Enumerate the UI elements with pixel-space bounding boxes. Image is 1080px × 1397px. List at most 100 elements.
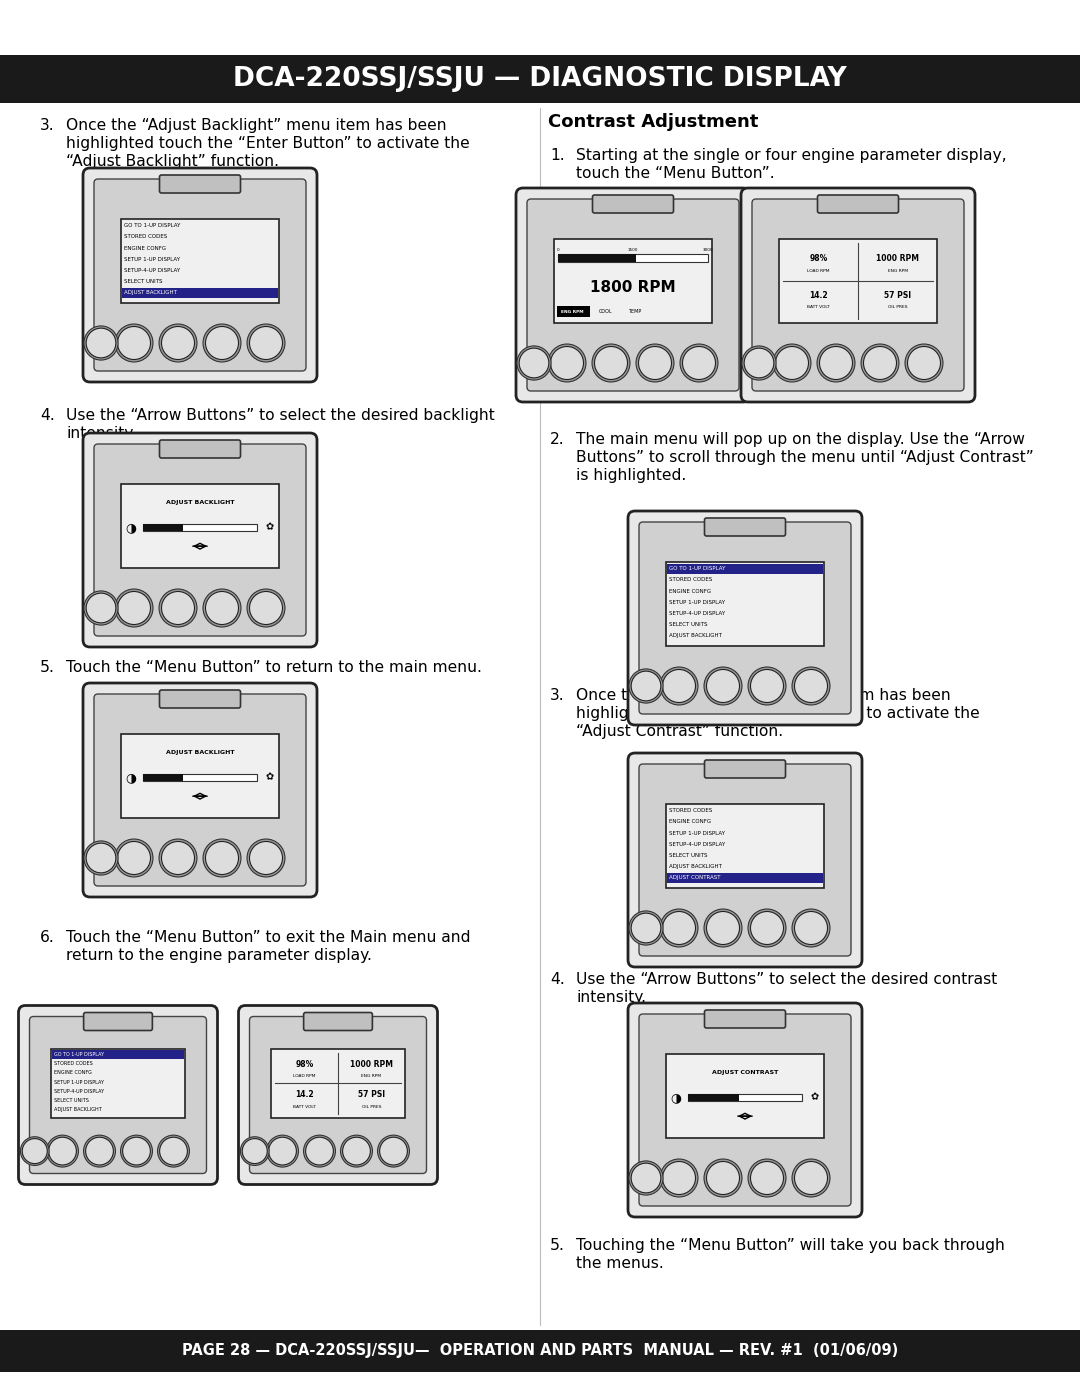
Text: 4.: 4. bbox=[550, 972, 565, 988]
Text: ADJUST BACKLIGHT: ADJUST BACKLIGHT bbox=[124, 291, 177, 295]
Circle shape bbox=[21, 1137, 49, 1165]
Circle shape bbox=[203, 590, 241, 627]
FancyBboxPatch shape bbox=[704, 1010, 785, 1028]
FancyBboxPatch shape bbox=[160, 175, 241, 193]
Circle shape bbox=[121, 1136, 152, 1166]
Circle shape bbox=[118, 841, 150, 875]
Circle shape bbox=[704, 666, 742, 705]
Text: Starting at the single or four engine parameter display,: Starting at the single or four engine pa… bbox=[576, 148, 1007, 163]
Text: STORED CODES: STORED CODES bbox=[669, 809, 712, 813]
Circle shape bbox=[84, 326, 118, 360]
Circle shape bbox=[249, 841, 283, 875]
Circle shape bbox=[205, 591, 239, 624]
Text: 6.: 6. bbox=[40, 930, 55, 944]
Bar bbox=[53, 1051, 184, 1059]
Text: ENG RPM: ENG RPM bbox=[361, 1074, 381, 1078]
Text: STORED CODES: STORED CODES bbox=[54, 1062, 93, 1066]
Circle shape bbox=[631, 914, 661, 943]
Bar bbox=[52, 1049, 185, 1118]
Text: COOL: COOL bbox=[598, 309, 612, 314]
FancyBboxPatch shape bbox=[818, 196, 899, 212]
Text: STORED CODES: STORED CODES bbox=[669, 577, 712, 583]
Circle shape bbox=[795, 911, 827, 944]
Circle shape bbox=[162, 841, 194, 875]
Circle shape bbox=[704, 909, 742, 947]
Circle shape bbox=[519, 348, 549, 377]
Circle shape bbox=[792, 1160, 829, 1197]
Circle shape bbox=[116, 590, 153, 627]
Circle shape bbox=[551, 346, 583, 380]
Text: 5.: 5. bbox=[40, 659, 55, 675]
Circle shape bbox=[660, 1160, 698, 1197]
Bar bbox=[143, 774, 257, 781]
FancyBboxPatch shape bbox=[94, 179, 306, 372]
Circle shape bbox=[123, 1137, 150, 1165]
Circle shape bbox=[49, 1137, 77, 1165]
Circle shape bbox=[629, 1161, 663, 1194]
Circle shape bbox=[159, 590, 197, 627]
Text: ENGINE CONFG: ENGINE CONFG bbox=[54, 1070, 92, 1076]
Text: ADJUST CONTRAST: ADJUST CONTRAST bbox=[712, 1070, 778, 1074]
Text: Touching the “Menu Button” will take you back through: Touching the “Menu Button” will take you… bbox=[576, 1238, 1004, 1253]
Circle shape bbox=[792, 666, 829, 705]
Text: the menus.: the menus. bbox=[576, 1256, 664, 1271]
Circle shape bbox=[742, 346, 777, 380]
Text: 57 PSI: 57 PSI bbox=[885, 291, 912, 300]
Text: is highlighted.: is highlighted. bbox=[576, 468, 686, 483]
FancyBboxPatch shape bbox=[704, 518, 785, 536]
Text: Touch the “Menu Button” to exit the Main menu and: Touch the “Menu Button” to exit the Main… bbox=[66, 930, 471, 944]
Bar bbox=[665, 805, 824, 888]
Text: BATT VOLT: BATT VOLT bbox=[807, 306, 829, 310]
Text: “Adjust Backlight” function.: “Adjust Backlight” function. bbox=[66, 154, 279, 169]
Text: PAGE 28 — DCA-220SSJ/SSJU—  OPERATION AND PARTS  MANUAL — REV. #1  (01/06/09): PAGE 28 — DCA-220SSJ/SSJU— OPERATION AND… bbox=[181, 1344, 899, 1358]
Circle shape bbox=[340, 1136, 373, 1166]
Text: The main menu will pop up on the display. Use the “Arrow: The main menu will pop up on the display… bbox=[576, 432, 1025, 447]
Circle shape bbox=[378, 1136, 409, 1166]
FancyBboxPatch shape bbox=[303, 1013, 373, 1031]
Circle shape bbox=[748, 666, 786, 705]
Bar bbox=[666, 873, 823, 883]
Circle shape bbox=[517, 346, 551, 380]
FancyBboxPatch shape bbox=[160, 440, 241, 458]
Text: 5.: 5. bbox=[550, 1238, 565, 1253]
Text: intensity.: intensity. bbox=[66, 426, 136, 441]
FancyBboxPatch shape bbox=[639, 522, 851, 714]
FancyBboxPatch shape bbox=[29, 1017, 206, 1173]
Text: GO TO 1-UP DISPLAY: GO TO 1-UP DISPLAY bbox=[124, 224, 180, 228]
Circle shape bbox=[242, 1139, 267, 1164]
Text: 98%: 98% bbox=[296, 1060, 314, 1069]
Bar bbox=[0, 54, 1080, 103]
Text: ADJUST CONTRAST: ADJUST CONTRAST bbox=[669, 876, 720, 880]
Circle shape bbox=[592, 344, 630, 381]
Text: return to the engine parameter display.: return to the engine parameter display. bbox=[66, 949, 372, 963]
Circle shape bbox=[86, 844, 116, 873]
Circle shape bbox=[773, 344, 811, 381]
Circle shape bbox=[795, 669, 827, 703]
Text: SELECT UNITS: SELECT UNITS bbox=[54, 1098, 90, 1104]
Text: 1.: 1. bbox=[550, 148, 565, 163]
Text: Use the “Arrow Buttons” to select the desired backlight: Use the “Arrow Buttons” to select the de… bbox=[66, 408, 495, 423]
Circle shape bbox=[706, 911, 740, 944]
Text: SETUP-4-UP DISPLAY: SETUP-4-UP DISPLAY bbox=[54, 1088, 105, 1094]
Circle shape bbox=[162, 327, 194, 359]
Bar bbox=[554, 239, 712, 323]
Text: 1000 RPM: 1000 RPM bbox=[350, 1060, 393, 1069]
Circle shape bbox=[84, 841, 118, 875]
Circle shape bbox=[85, 1137, 113, 1165]
Circle shape bbox=[247, 840, 285, 877]
FancyBboxPatch shape bbox=[160, 690, 241, 708]
Circle shape bbox=[83, 1136, 116, 1166]
Circle shape bbox=[662, 911, 696, 944]
Text: 2.: 2. bbox=[550, 432, 565, 447]
FancyBboxPatch shape bbox=[249, 1017, 427, 1173]
Text: SELECT UNITS: SELECT UNITS bbox=[669, 622, 707, 627]
Text: SETUP 1-UP DISPLAY: SETUP 1-UP DISPLAY bbox=[669, 831, 725, 835]
FancyBboxPatch shape bbox=[627, 511, 862, 725]
Text: 3.: 3. bbox=[40, 117, 55, 133]
Circle shape bbox=[660, 909, 698, 947]
Text: SETUP-4-UP DISPLAY: SETUP-4-UP DISPLAY bbox=[669, 842, 725, 847]
Text: ADJUST BACKLIGHT: ADJUST BACKLIGHT bbox=[165, 500, 234, 504]
Circle shape bbox=[631, 671, 661, 701]
Circle shape bbox=[706, 669, 740, 703]
Circle shape bbox=[751, 669, 783, 703]
